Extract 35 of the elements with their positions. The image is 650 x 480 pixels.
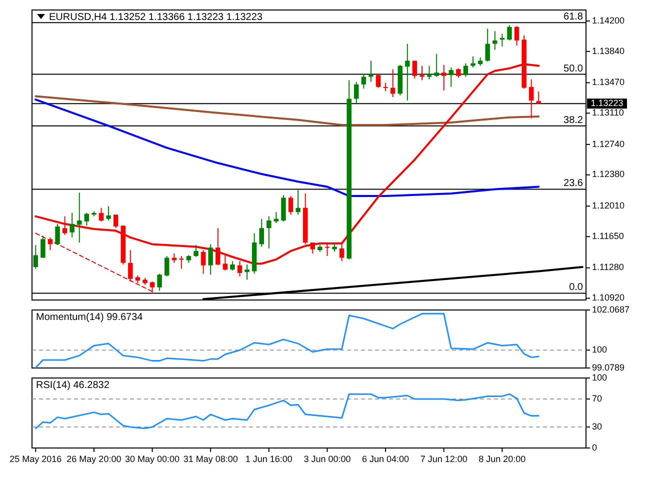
x-tick-label: 7 Jun 12:00 bbox=[420, 454, 468, 464]
y-tick-label: 100 bbox=[592, 372, 608, 382]
chart-title: RSI(14) 46.2832 bbox=[36, 380, 110, 391]
y-tick-label: 1.11280 bbox=[592, 262, 624, 272]
y-tick-label: 100 bbox=[592, 344, 608, 355]
annotation: 38.2 bbox=[564, 114, 584, 126]
x-tick-label: 26 May 20:00 bbox=[66, 454, 122, 464]
y-tick-label: 1.12380 bbox=[592, 169, 625, 180]
annotation: 0.0 bbox=[569, 282, 584, 294]
annotation: 23.6 bbox=[564, 178, 584, 190]
x-tick-label: 6 Jun 04:00 bbox=[362, 454, 410, 464]
x-tick-label: 8 Jun 20:00 bbox=[478, 454, 526, 464]
y-tick-label: 0 bbox=[592, 442, 598, 452]
y-tick-label: 1.13840 bbox=[592, 46, 625, 56]
annotation: 50.0 bbox=[564, 63, 584, 74]
x-tick-label: 3 Jun 00:00 bbox=[304, 454, 351, 464]
x-tick-label: 1 Jun 16:00 bbox=[245, 454, 292, 464]
chart-title: Momentum(14) 99.6734 bbox=[36, 312, 144, 323]
x-tick-label: 25 May 2016 bbox=[10, 454, 62, 464]
annotation: 61.8 bbox=[564, 12, 584, 23]
y-tick-label: 1.12010 bbox=[592, 200, 625, 211]
y-tick-label: 102.0687 bbox=[592, 304, 630, 314]
y-tick-label: 1.13110 bbox=[592, 108, 624, 118]
y-tick-label: 1.11650 bbox=[592, 230, 624, 241]
y-tick-label: 1.10920 bbox=[592, 292, 625, 303]
y-tick-label: 70 bbox=[592, 393, 602, 404]
y-tick-label: 1.14200 bbox=[592, 15, 625, 26]
y-tick-label: 30 bbox=[592, 421, 602, 432]
x-tick-label: 30 May 00:00 bbox=[125, 454, 180, 464]
y-tick-label: 1.13470 bbox=[592, 77, 625, 88]
chart-title: EURUSD,H4 1.13252 1.13366 1.13223 1.13223 bbox=[49, 12, 263, 23]
y-tick-label: 1.12740 bbox=[592, 138, 625, 149]
x-tick-label: 31 May 08:00 bbox=[183, 454, 238, 464]
ref-line-label: 1.13223 bbox=[590, 98, 624, 108]
y-tick-label: 99.0789 bbox=[592, 362, 625, 372]
